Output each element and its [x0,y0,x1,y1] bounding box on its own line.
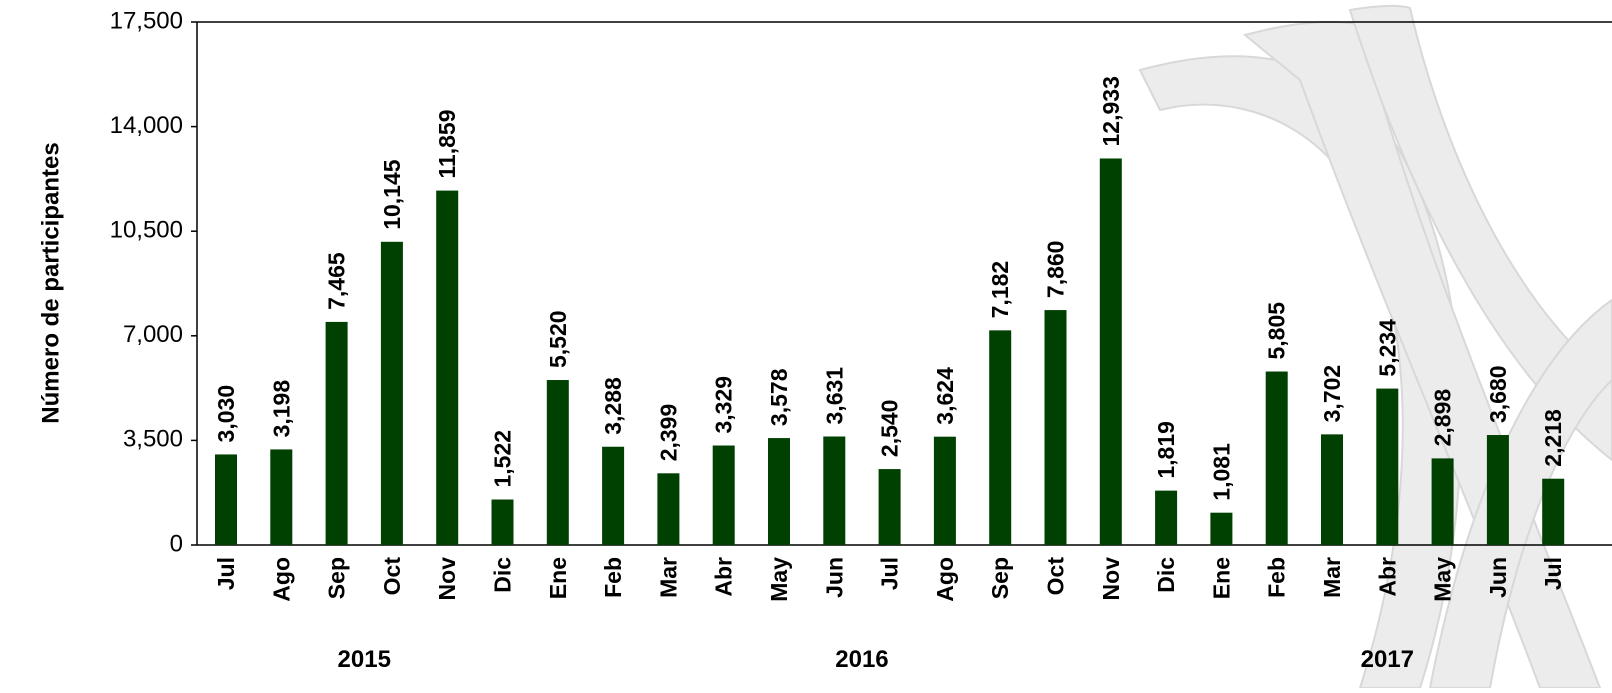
x-tick-label: Dic [1153,557,1179,593]
x-tick-label: May [766,557,792,602]
value-label: 2,540 [877,400,903,458]
x-tick-label: Abr [711,557,737,597]
bar [768,438,790,545]
bar [1376,388,1399,545]
y-tick-label: 0 [170,530,183,557]
value-label: 5,520 [545,310,571,368]
x-tick-label: Feb [600,557,626,598]
bar [436,190,459,545]
value-label: 3,329 [711,376,737,434]
x-tick-label: Jun [821,557,847,598]
y-tick-label: 17,500 [110,7,183,34]
value-label: 3,288 [600,377,626,435]
value-label: 1,819 [1153,421,1179,479]
x-tick-label: May [1430,557,1456,602]
x-tick-label: Mar [655,557,681,598]
value-label: 11,859 [434,109,460,178]
value-label: 3,702 [1319,365,1345,423]
y-tick-label: 7,000 [123,321,183,348]
x-tick-label: Jul [1540,557,1566,590]
bar [546,380,569,545]
bar [878,469,901,545]
group-label: 2017 [1361,646,1414,673]
value-label: 5,805 [1264,302,1290,360]
x-tick-label: Ago [268,557,294,602]
y-tick-label: 14,000 [110,112,183,139]
x-tick-label: Dic [490,557,516,593]
value-label: 3,030 [213,385,239,443]
bar [823,436,846,545]
bar [270,449,293,545]
bar [215,454,237,545]
value-label: 2,399 [655,404,681,462]
bar [1210,512,1233,545]
x-tick-label: Abr [1374,557,1400,597]
value-label: 1,081 [1208,443,1234,501]
x-tick-label: Jun [1485,557,1511,598]
value-label: 5,234 [1374,319,1400,377]
bar [491,499,514,545]
bar [1486,435,1509,545]
value-label: 3,578 [766,368,792,426]
value-label: 3,680 [1485,365,1511,423]
bar [1431,458,1454,545]
value-label: 3,631 [821,367,847,425]
value-label: 3,624 [932,367,958,425]
value-label: 3,198 [268,380,294,438]
x-tick-label: Sep [324,557,350,599]
y-tick-label: 10,500 [110,217,183,244]
x-tick-label: Mar [1319,557,1345,598]
x-tick-label: Ago [932,557,958,602]
bar [1099,158,1122,546]
value-label: 7,465 [324,252,350,310]
bar [1265,371,1288,545]
bar [1321,434,1343,545]
watermark [1138,4,1612,689]
x-tick-label: Nov [1098,557,1124,601]
y-axis-label: Número de participantes [37,142,64,423]
group-label: 2015 [338,646,391,673]
group-label: 2016 [835,646,888,673]
x-tick-label: Sep [987,557,1013,599]
value-label: 10,145 [379,159,405,230]
bar [933,436,956,545]
bar [1044,310,1067,545]
bar [1155,490,1178,545]
x-tick-label: Oct [379,557,405,596]
x-tick-label: Jul [213,557,239,590]
y-tick-label: 3,500 [123,426,183,453]
value-label: 7,182 [987,261,1013,319]
x-tick-label: Oct [1043,557,1069,596]
value-label: 2,898 [1430,389,1456,447]
x-tick-label: Ene [1208,557,1234,599]
value-label: 1,522 [490,430,516,488]
bar [657,473,680,545]
x-tick-label: Ene [545,557,571,599]
bar [712,445,735,545]
x-tick-label: Nov [434,557,460,601]
bar [1542,478,1565,545]
bar [602,446,625,545]
bar [325,321,348,545]
bar [989,330,1012,545]
x-tick-label: Jul [877,557,903,590]
bar [380,241,403,545]
x-tick-label: Feb [1264,557,1290,598]
value-label: 7,860 [1043,241,1069,299]
value-label: 2,218 [1540,409,1566,467]
value-label: 12,933 [1098,76,1124,146]
